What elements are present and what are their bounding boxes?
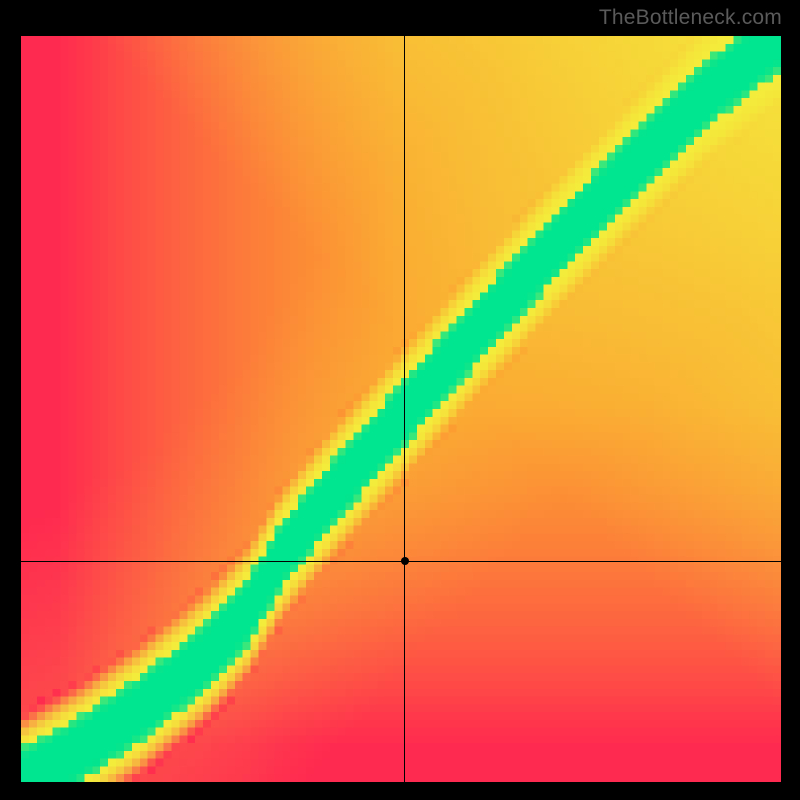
marker-dot (401, 557, 409, 565)
watermark-text: TheBottleneck.com (599, 6, 782, 30)
heatmap-canvas (21, 36, 781, 782)
crosshair-vertical (404, 36, 405, 782)
plot-frame (21, 36, 781, 782)
